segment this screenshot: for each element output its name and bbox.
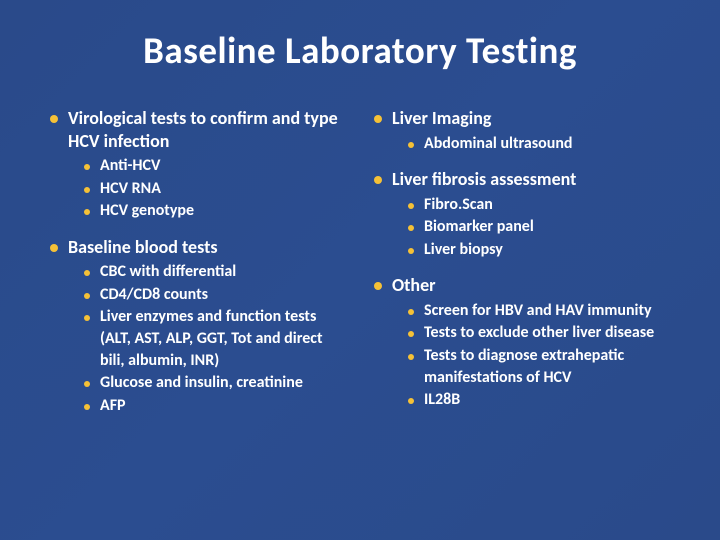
bullet-icon	[374, 282, 382, 290]
section-heading-label: Baseline blood tests	[68, 236, 218, 259]
section: Liver fibrosis assessment Fibro.ScanBioma…	[374, 168, 670, 260]
list-item-label: Liver enzymes and function tests (ALT, A…	[100, 306, 346, 371]
section: Baseline blood testsCBC with differentia…	[50, 236, 346, 417]
list-item-label: Liver biopsy	[424, 239, 503, 261]
bullet-icon	[408, 203, 414, 209]
section: Virological tests to confirm and type HC…	[50, 107, 346, 222]
item-list: Fibro.ScanBiomarker panelLiver biopsy	[374, 194, 670, 261]
list-item: Abdominal ultrasound	[408, 133, 670, 155]
section-heading: Other	[374, 274, 670, 297]
bullet-icon	[84, 270, 90, 276]
bullet-icon	[408, 309, 414, 315]
list-item-label: CBC with differential	[100, 261, 236, 283]
list-item: IL28B	[408, 389, 670, 411]
slide-title: Baseline Laboratory Testing	[50, 28, 670, 73]
bullet-icon	[408, 354, 414, 360]
section-heading: Liver Imaging	[374, 107, 670, 130]
bullet-icon	[84, 315, 90, 321]
section-heading: Liver fibrosis assessment	[374, 168, 670, 191]
bullet-icon	[408, 142, 414, 148]
bullet-icon	[408, 331, 414, 337]
list-item-label: Glucose and insulin, creatinine	[100, 372, 303, 394]
item-list: Abdominal ultrasound	[374, 133, 670, 155]
list-item: Liver biopsy	[408, 239, 670, 261]
list-item-label: Biomarker panel	[424, 216, 534, 238]
list-item: Liver enzymes and function tests (ALT, A…	[84, 306, 346, 371]
list-item: Glucose and insulin, creatinine	[84, 372, 346, 394]
item-list: Anti-HCVHCV RNAHCV genotype	[50, 155, 346, 222]
list-item: HCV RNA	[84, 178, 346, 200]
list-item-label: Fibro.Scan	[424, 194, 493, 216]
right-column: Liver Imaging Abdominal ultrasound Liver f…	[374, 107, 670, 430]
list-item: Tests to exclude other liver disease	[408, 322, 670, 344]
list-item: AFP	[84, 395, 346, 417]
section-heading: Baseline blood tests	[50, 236, 346, 259]
bullet-icon	[374, 176, 382, 184]
item-list: Screen for HBV and HAV immunityTests to …	[374, 300, 670, 411]
section-heading-label: Liver Imaging	[392, 107, 491, 130]
bullet-icon	[84, 209, 90, 215]
bullet-icon	[84, 381, 90, 387]
section-heading-label: Virological tests to confirm and type HC…	[68, 107, 346, 152]
bullet-icon	[84, 187, 90, 193]
list-item-label: CD4/CD8 counts	[100, 284, 208, 306]
item-list: CBC with differentialCD4/CD8 countsLiver…	[50, 261, 346, 416]
bullet-icon	[408, 225, 414, 231]
list-item-label: HCV RNA	[100, 178, 161, 200]
list-item: Fibro.Scan	[408, 194, 670, 216]
section: Liver Imaging Abdominal ultrasound	[374, 107, 670, 154]
bullet-icon	[50, 244, 58, 252]
bullet-icon	[50, 115, 58, 123]
content-columns: Virological tests to confirm and type HC…	[50, 107, 670, 430]
list-item-label: Abdominal ultrasound	[424, 133, 572, 155]
bullet-icon	[84, 404, 90, 410]
list-item-label: HCV genotype	[100, 200, 194, 222]
section: OtherScreen for HBV and HAV immunityTest…	[374, 274, 670, 410]
list-item-label: Tests to diagnose extrahepatic manifesta…	[424, 345, 670, 388]
bullet-icon	[408, 398, 414, 404]
list-item: Tests to diagnose extrahepatic manifesta…	[408, 345, 670, 388]
list-item: HCV genotype	[84, 200, 346, 222]
list-item: CD4/CD8 counts	[84, 284, 346, 306]
list-item-label: AFP	[100, 395, 126, 417]
bullet-icon	[408, 248, 414, 254]
bullet-icon	[374, 115, 382, 123]
list-item: Screen for HBV and HAV immunity	[408, 300, 670, 322]
list-item-label: IL28B	[424, 389, 460, 411]
list-item-label: Anti-HCV	[100, 155, 160, 177]
list-item: Anti-HCV	[84, 155, 346, 177]
list-item: CBC with differential	[84, 261, 346, 283]
section-heading: Virological tests to confirm and type HC…	[50, 107, 346, 152]
bullet-icon	[84, 164, 90, 170]
section-heading-label: Liver fibrosis assessment	[392, 168, 576, 191]
bullet-icon	[84, 293, 90, 299]
section-heading-label: Other	[392, 274, 436, 297]
list-item-label: Screen for HBV and HAV immunity	[424, 300, 652, 322]
list-item: Biomarker panel	[408, 216, 670, 238]
left-column: Virological tests to confirm and type HC…	[50, 107, 346, 430]
list-item-label: Tests to exclude other liver disease	[424, 322, 654, 344]
